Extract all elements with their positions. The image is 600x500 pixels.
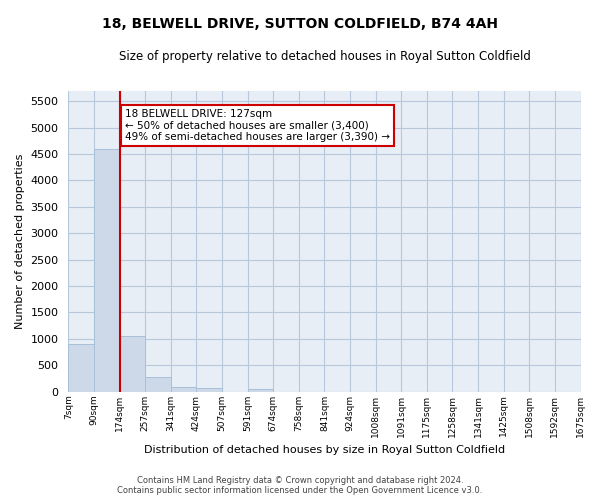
Bar bbox=[119, 336, 145, 392]
Text: Contains HM Land Registry data © Crown copyright and database right 2024.
Contai: Contains HM Land Registry data © Crown c… bbox=[118, 476, 482, 495]
Title: Size of property relative to detached houses in Royal Sutton Coldfield: Size of property relative to detached ho… bbox=[119, 50, 530, 63]
Text: 18, BELWELL DRIVE, SUTTON COLDFIELD, B74 4AH: 18, BELWELL DRIVE, SUTTON COLDFIELD, B74… bbox=[102, 18, 498, 32]
Bar bbox=[94, 148, 119, 392]
Text: 18 BELWELL DRIVE: 127sqm
← 50% of detached houses are smaller (3,400)
49% of sem: 18 BELWELL DRIVE: 127sqm ← 50% of detach… bbox=[125, 109, 390, 142]
Bar bbox=[68, 344, 94, 392]
X-axis label: Distribution of detached houses by size in Royal Sutton Coldfield: Distribution of detached houses by size … bbox=[144, 445, 505, 455]
Bar bbox=[171, 387, 196, 392]
Bar bbox=[145, 376, 171, 392]
Bar bbox=[248, 388, 273, 392]
Bar bbox=[196, 388, 222, 392]
Y-axis label: Number of detached properties: Number of detached properties bbox=[15, 154, 25, 329]
